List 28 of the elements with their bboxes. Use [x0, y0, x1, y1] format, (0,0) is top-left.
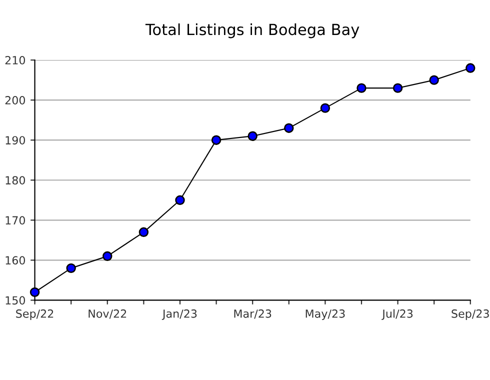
x-tick-label: Sep/23 — [452, 309, 489, 320]
x-tick-label: May/23 — [306, 309, 345, 320]
chart-title: Total Listings in Bodega Bay — [145, 23, 360, 38]
point — [466, 63, 476, 73]
x-tick-label: Nov/22 — [88, 309, 126, 319]
y-tick-label: 200 — [5, 96, 26, 104]
point — [392, 83, 403, 93]
point — [66, 263, 76, 274]
y-tick-label: 180 — [6, 176, 26, 184]
y-tick-label: 190 — [6, 136, 26, 144]
x-tick-label: Jan/23 — [162, 309, 197, 320]
x-tick-label: Mar/23 — [234, 309, 272, 319]
y-tick-label: 150 — [6, 296, 26, 305]
point — [175, 195, 185, 205]
x-tick-label: Jul/23 — [382, 309, 413, 320]
y-tick-label: 170 — [6, 216, 26, 225]
point — [102, 251, 112, 262]
point — [211, 135, 222, 145]
point — [429, 75, 439, 85]
point — [138, 227, 149, 238]
point — [248, 131, 258, 141]
point — [284, 123, 294, 133]
point — [30, 287, 40, 298]
x-tick-label: Sep/22 — [16, 309, 54, 320]
y-tick-label: 210 — [5, 56, 26, 64]
y-tick-label: 160 — [6, 256, 26, 265]
point — [320, 103, 330, 113]
point — [356, 83, 366, 93]
